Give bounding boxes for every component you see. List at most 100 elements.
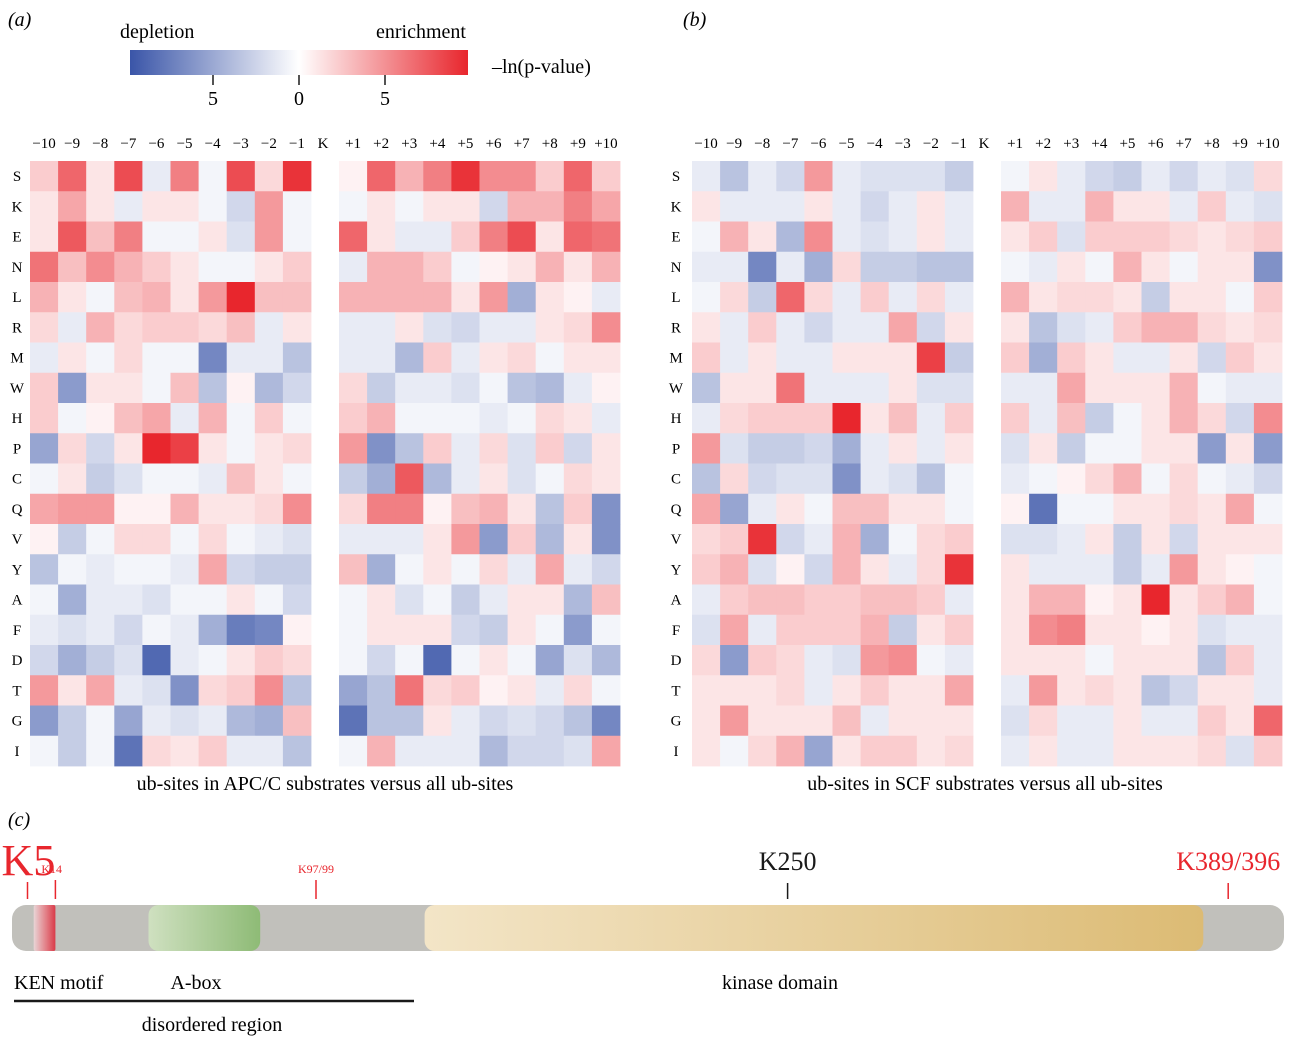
heatmap-cell: [804, 312, 833, 343]
heatmap-cell: [888, 403, 918, 434]
heatmap-cell: [748, 403, 777, 434]
heatmap-cell: [1029, 221, 1058, 253]
heatmap-cell: [692, 735, 721, 767]
heatmap-cell: [198, 554, 228, 585]
heatmap-cell: [748, 282, 777, 313]
heatmap-cell: [1001, 675, 1030, 706]
heatmap-cell: [423, 735, 452, 767]
heatmap-cell: [591, 282, 621, 313]
heatmap-cell: [776, 524, 805, 555]
heatmap-cell: [860, 161, 890, 192]
heatmap-cell: [748, 463, 777, 495]
heatmap-cell: [198, 433, 228, 464]
heatmap-cell: [479, 161, 508, 192]
heatmap-cell: [30, 221, 59, 253]
heatmap-cell: [479, 614, 508, 646]
heatmap-cell: [86, 221, 115, 253]
heatmap-cell: [1141, 251, 1170, 283]
heatmap-cell: [114, 251, 143, 283]
heatmap-cell: [591, 312, 621, 343]
heatmap-cell: [254, 735, 284, 767]
heatmap-cell: [535, 645, 565, 676]
heatmap-cell: [1029, 735, 1058, 767]
heatmap-cell: [720, 584, 749, 616]
heatmap-cell: [58, 221, 87, 253]
legend-metric-label: –ln(p-value): [491, 56, 591, 78]
heatmap-cell: [888, 524, 918, 555]
heatmap-cell: [1253, 554, 1283, 585]
heatmap-cell: [563, 342, 593, 374]
heatmap-cell: [1029, 312, 1058, 343]
heatmap-cell: [30, 524, 59, 555]
heatmap-cell: [226, 554, 256, 585]
heatmap-cell: [1001, 705, 1030, 737]
heatmap-cell: [170, 161, 199, 192]
heatmap-cell: [860, 221, 890, 253]
y-tick-label: Y: [671, 562, 682, 578]
heatmap-cell: [423, 282, 452, 313]
heatmap-cell: [776, 161, 805, 192]
y-tick-label: S: [672, 169, 680, 185]
heatmap-cell: [1169, 493, 1199, 525]
heatmap-cell: [1057, 161, 1086, 192]
heatmap-cell: [142, 614, 171, 646]
heatmap-cell: [748, 312, 777, 343]
heatmap-cell: [888, 493, 918, 525]
heatmap-cell: [339, 312, 368, 343]
x-tick-label: +3: [1063, 136, 1079, 152]
y-tick-label: H: [12, 411, 23, 427]
x-tick-label: −4: [205, 136, 221, 152]
heatmap-cell: [114, 312, 143, 343]
heatmap-cell: [170, 312, 199, 343]
x-tick-label: +4: [1091, 136, 1107, 152]
heatmap-cell: [1057, 433, 1086, 464]
heatmap-cell: [226, 282, 256, 313]
heatmap-cell: [832, 221, 861, 253]
domain-block: [424, 905, 1204, 951]
heatmap-cell: [86, 735, 115, 767]
heatmap-cell: [114, 584, 143, 616]
heatmap-cell: [282, 645, 312, 676]
heatmap-cell: [916, 584, 946, 616]
heatmap-cell: [916, 735, 946, 767]
heatmap-cell: [142, 372, 171, 404]
heatmap-cell: [720, 675, 749, 706]
heatmap-cell: [367, 675, 396, 706]
x-tick-label: −3: [895, 136, 911, 152]
heatmap-cell: [114, 161, 143, 192]
heatmap-cell: [888, 463, 918, 495]
heatmap-cell: [142, 251, 171, 283]
heatmap-cell: [423, 705, 452, 737]
y-tick-label: T: [671, 683, 680, 699]
heatmap-cell: [944, 312, 974, 343]
heatmap-cell: [563, 493, 593, 525]
heatmap-cell: [395, 675, 424, 706]
heatmap-cell: [1001, 403, 1030, 434]
heatmap-cell: [198, 312, 228, 343]
heatmap-cell: [591, 251, 621, 283]
site-label: K389/396: [1176, 847, 1280, 876]
heatmap-cell: [916, 675, 946, 706]
heatmap-cell: [591, 675, 621, 706]
heatmap-cell: [282, 221, 312, 253]
heatmap-cell: [142, 161, 171, 192]
heatmap-cell: [170, 493, 199, 525]
heatmap-cell: [720, 433, 749, 464]
heatmap-cell: [1169, 614, 1199, 646]
y-tick-label: E: [12, 230, 21, 246]
x-tick-label: −7: [120, 136, 136, 152]
disordered-region-label: disordered region: [142, 1014, 283, 1036]
heatmap-cell: [198, 251, 228, 283]
heatmap-cell: [1225, 191, 1255, 222]
heatmap-cell: [142, 191, 171, 222]
heatmap-cell: [916, 161, 946, 192]
heatmap-cell: [804, 524, 833, 555]
heatmap-cell: [888, 191, 918, 222]
heatmap-cell: [944, 372, 974, 404]
heatmap-cell: [1197, 372, 1227, 404]
heatmap-cell: [916, 282, 946, 313]
heatmap-cell: [1057, 342, 1086, 374]
heatmap-cell: [888, 372, 918, 404]
heatmap-cell: [860, 191, 890, 222]
